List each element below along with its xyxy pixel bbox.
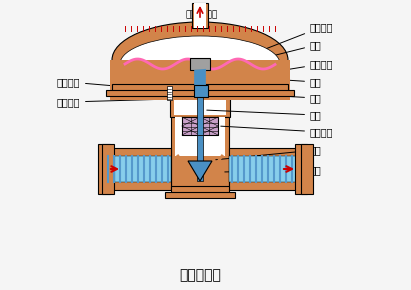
Text: 推杆: 推杆 (210, 92, 322, 103)
Polygon shape (188, 161, 212, 181)
FancyBboxPatch shape (110, 60, 290, 100)
FancyBboxPatch shape (165, 192, 235, 198)
FancyBboxPatch shape (182, 117, 218, 135)
Text: 膜室上腔: 膜室上腔 (253, 22, 333, 54)
Text: 气动薄膜阀: 气动薄膜阀 (179, 268, 221, 282)
Ellipse shape (112, 22, 288, 98)
FancyBboxPatch shape (174, 94, 226, 115)
Text: 压力信号入口: 压力信号入口 (186, 10, 218, 19)
FancyBboxPatch shape (167, 86, 172, 100)
FancyBboxPatch shape (295, 144, 307, 194)
Ellipse shape (120, 36, 280, 92)
FancyBboxPatch shape (190, 58, 210, 70)
FancyBboxPatch shape (102, 144, 114, 194)
FancyBboxPatch shape (192, 3, 208, 28)
FancyBboxPatch shape (171, 186, 229, 194)
Text: 弹簧: 弹簧 (211, 75, 322, 87)
Text: 膜片: 膜片 (243, 40, 322, 63)
Text: 阀座: 阀座 (225, 165, 322, 175)
Text: 膜室下腔: 膜室下腔 (238, 59, 333, 77)
FancyBboxPatch shape (229, 148, 305, 190)
Text: 阀杆: 阀杆 (207, 110, 322, 120)
FancyBboxPatch shape (100, 148, 171, 190)
FancyBboxPatch shape (108, 156, 171, 182)
FancyBboxPatch shape (229, 156, 297, 182)
FancyBboxPatch shape (194, 3, 206, 28)
Text: 行程刻度: 行程刻度 (56, 97, 169, 107)
FancyBboxPatch shape (175, 96, 225, 115)
Text: 密封填料: 密封填料 (221, 126, 333, 137)
FancyBboxPatch shape (175, 117, 225, 156)
FancyBboxPatch shape (112, 84, 288, 92)
FancyBboxPatch shape (106, 90, 294, 96)
FancyBboxPatch shape (301, 144, 313, 194)
Text: 行程指针: 行程指针 (56, 77, 172, 91)
FancyBboxPatch shape (177, 96, 223, 113)
FancyBboxPatch shape (197, 70, 203, 135)
FancyBboxPatch shape (171, 117, 229, 190)
FancyBboxPatch shape (194, 85, 208, 97)
FancyBboxPatch shape (197, 135, 203, 181)
FancyBboxPatch shape (170, 92, 230, 117)
FancyBboxPatch shape (179, 96, 221, 115)
Text: 阀芯: 阀芯 (216, 145, 322, 160)
FancyBboxPatch shape (98, 144, 110, 194)
